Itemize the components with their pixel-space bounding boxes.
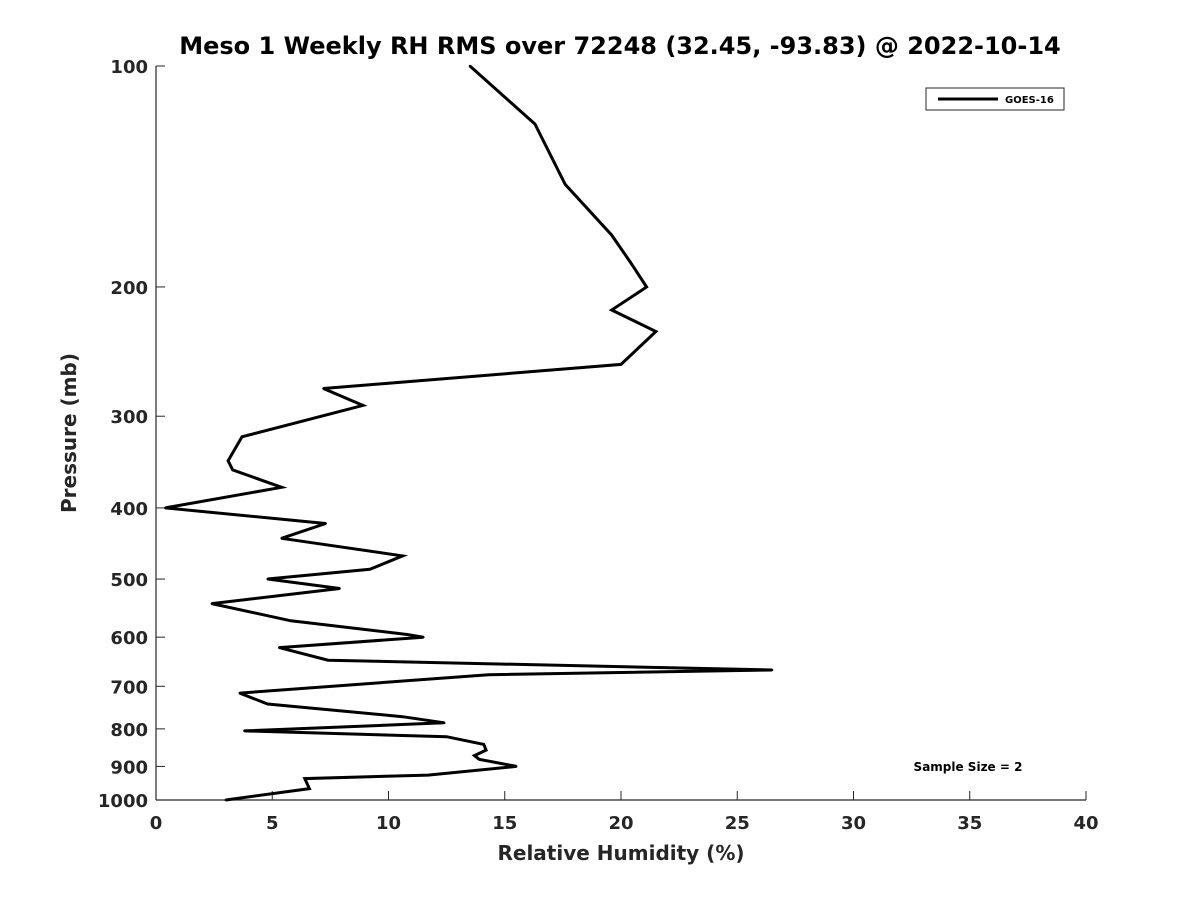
- y-tick-label: 500: [110, 570, 148, 591]
- y-tick-label: 200: [110, 278, 148, 299]
- data-point: [443, 721, 446, 725]
- data-point: [401, 715, 404, 718]
- data-point: [326, 659, 330, 662]
- y-tick-label: 400: [110, 499, 148, 520]
- data-point: [487, 673, 490, 676]
- data-point: [338, 587, 341, 590]
- data-point: [280, 537, 283, 540]
- data-point: [645, 285, 648, 289]
- data-point: [619, 363, 623, 366]
- data-point: [240, 435, 244, 438]
- y-tick-label: 900: [110, 757, 148, 778]
- y-tick-label: 300: [110, 407, 148, 428]
- data-point: [482, 743, 486, 746]
- chart-title: Meso 1 Weekly RH RMS over 72248 (32.45, …: [179, 32, 1061, 60]
- y-tick-label: 700: [110, 677, 148, 698]
- data-point: [368, 568, 372, 571]
- data-point: [610, 233, 613, 237]
- data-point: [445, 735, 448, 738]
- data-point: [426, 773, 430, 777]
- data-point: [266, 702, 269, 706]
- data-point: [210, 602, 213, 605]
- data-point: [401, 554, 404, 558]
- sample-size-annotation: Sample Size = 2: [914, 760, 1023, 774]
- legend: GOES-16: [925, 87, 1065, 111]
- data-point: [303, 777, 306, 780]
- data-point: [278, 646, 281, 649]
- x-tick-label: 25: [725, 813, 750, 834]
- data-point: [654, 330, 658, 333]
- data-point: [564, 183, 567, 186]
- data-point: [266, 577, 269, 581]
- data-point: [405, 633, 409, 636]
- data-point: [361, 404, 365, 407]
- data-point: [629, 260, 632, 264]
- y-tick-label: 1000: [98, 791, 148, 812]
- x-tick-label: 5: [266, 813, 279, 834]
- data-point: [238, 691, 241, 695]
- data-point: [231, 468, 234, 472]
- y-tick-label: 100: [110, 57, 148, 78]
- data-point: [308, 787, 311, 790]
- x-tick-label: 30: [841, 813, 866, 834]
- data-point: [770, 668, 774, 672]
- data-point: [289, 619, 293, 623]
- data-point: [322, 387, 325, 390]
- series-points: [164, 64, 774, 802]
- y-tick-label: 600: [110, 628, 148, 649]
- x-tick-label: 0: [150, 813, 163, 834]
- x-tick-label: 40: [1073, 813, 1098, 834]
- data-point: [224, 798, 227, 802]
- data-point: [164, 506, 167, 510]
- y-axis-ticks: 100 200 300 400 500 600 700 800 900 1000: [98, 57, 165, 812]
- y-axis-label: Pressure (mb): [57, 353, 81, 513]
- data-point: [477, 758, 481, 761]
- data-point: [468, 64, 472, 68]
- x-axis-ticks: 0 5 10 15 20 25 30 35 40: [150, 791, 1099, 834]
- x-axis-label: Relative Humidity (%): [497, 841, 744, 865]
- x-tick-label: 15: [492, 813, 517, 834]
- data-point: [226, 459, 230, 462]
- y-tick-label: 800: [110, 720, 148, 741]
- data-point: [243, 729, 246, 733]
- data-point: [484, 748, 488, 752]
- data-point: [422, 635, 425, 639]
- x-tick-label: 35: [957, 813, 982, 834]
- data-point: [515, 765, 518, 768]
- series-line-goes-16: [165, 64, 773, 802]
- data-point: [533, 122, 537, 126]
- legend-label-goes-16: GOES-16: [1005, 95, 1054, 106]
- data-point: [280, 486, 283, 489]
- data-point: [473, 754, 476, 757]
- data-point: [610, 308, 613, 312]
- x-tick-label: 10: [376, 813, 401, 834]
- data-point: [324, 522, 327, 525]
- x-tick-label: 20: [608, 813, 633, 834]
